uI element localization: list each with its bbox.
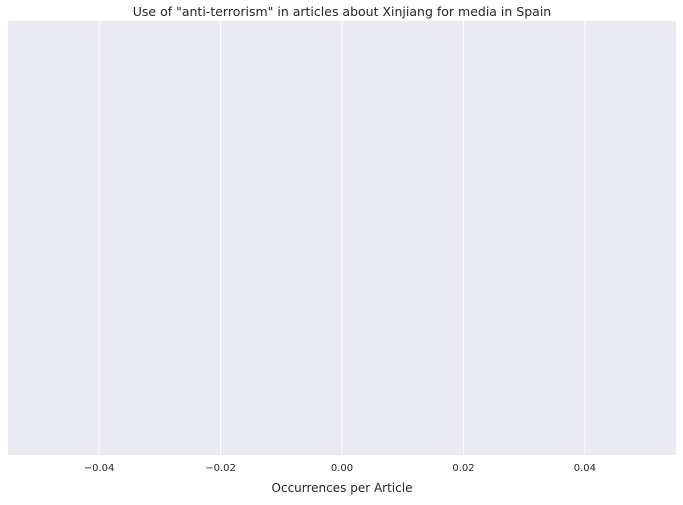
- chart-title: Use of "anti-terrorism" in articles abou…: [133, 4, 551, 19]
- x-tick-label: −0.02: [205, 463, 236, 474]
- x-tick-label: −0.04: [84, 463, 115, 474]
- x-tick-label: 0.00: [331, 463, 353, 474]
- x-tick-label: 0.04: [574, 463, 596, 474]
- x-axis-label: Occurrences per Article: [272, 481, 413, 495]
- x-tick-labels: −0.04 −0.02 0.00 0.02 0.04: [84, 463, 596, 474]
- grid-lines: [98, 21, 586, 455]
- x-tick-label: 0.02: [452, 463, 474, 474]
